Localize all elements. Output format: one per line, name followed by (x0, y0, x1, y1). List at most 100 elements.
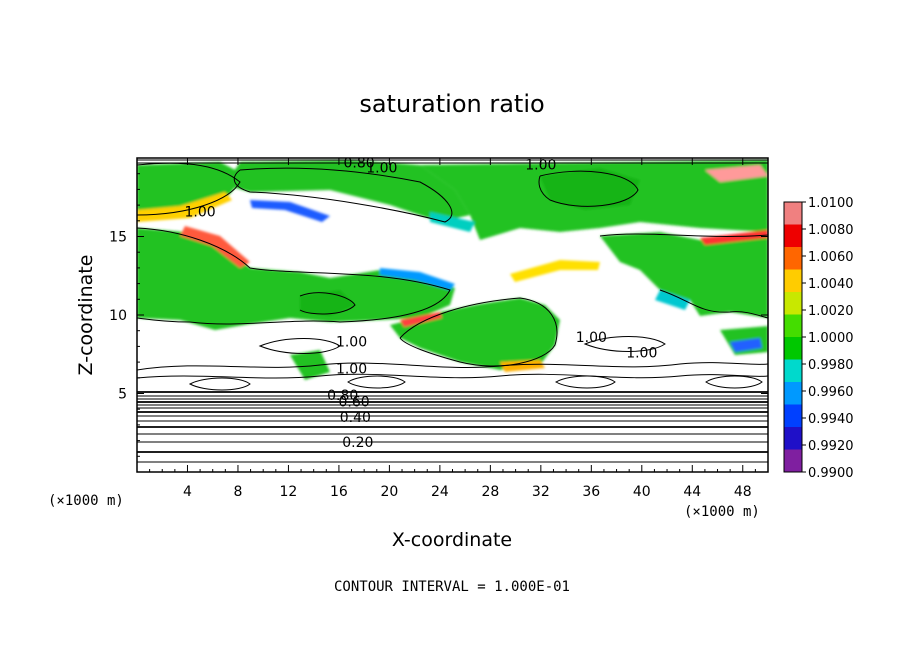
x-tick-label: 40 (633, 484, 651, 500)
contour-wavy-0.9 (137, 362, 768, 371)
colorbar-label: 0.9920 (808, 439, 854, 454)
contour-small-island-a (538, 170, 639, 207)
blob-dark-core-a (540, 168, 640, 210)
colorbar-label: 0.9980 (808, 358, 854, 373)
contour-ring-center-left (347, 375, 406, 389)
contour-stratified-6 (137, 407, 768, 409)
contour-stratified-4 (137, 400, 768, 404)
colorbar-swatch (784, 247, 802, 270)
y-tick-label: 10 (109, 308, 127, 324)
contour-ring-left (188, 377, 251, 391)
contour-ring-right (705, 375, 763, 389)
colorbar-swatch (784, 269, 802, 292)
colorbar-label: 1.0020 (808, 304, 854, 319)
rim-cool-d (655, 290, 690, 310)
contour-lower-center (399, 297, 558, 367)
rim-warm-g (500, 360, 545, 372)
contour-label: 0.80 (344, 156, 375, 172)
contour-wavy-0.8 (137, 373, 768, 379)
contour-right-patch (659, 289, 768, 319)
x-tick-label: 24 (431, 484, 449, 500)
contour-label: 1.00 (366, 160, 397, 176)
contour-stratified-13 (137, 450, 768, 454)
x-unit-left: (×1000 m) (48, 493, 124, 509)
colorbar-label: 0.9960 (808, 385, 854, 400)
contour-stratified-9 (137, 420, 768, 422)
x-tick-label: 48 (734, 484, 752, 500)
colorbar-label: 0.9900 (808, 466, 854, 481)
x-tick-label: 36 (582, 484, 600, 500)
contour-label: 1.00 (525, 157, 556, 173)
contour-mid-right-loop (599, 233, 768, 237)
blob-mid-left (137, 228, 455, 330)
contour-label: 0.20 (342, 435, 373, 451)
contour-stratified-3 (137, 398, 768, 400)
blob-small-mid (290, 350, 330, 380)
colorbar-swatch (784, 382, 802, 405)
blob-small-left (137, 270, 182, 305)
rim-warm-c (700, 230, 768, 245)
contour-loop-mid-b (583, 336, 666, 352)
rim-cool-e (730, 338, 762, 352)
contour-label: 0.40 (340, 410, 371, 426)
x-tick-label: 44 (683, 484, 701, 500)
contour-mid-left-loop (137, 227, 451, 325)
blob-upper-band (225, 160, 470, 222)
contour-ring-center (554, 375, 616, 389)
contour-label: 1.00 (576, 330, 607, 346)
blob-upper-left (137, 162, 245, 217)
contour-label: 1.00 (185, 204, 216, 220)
colorbar-swatch (784, 427, 802, 450)
rim-warm-f (400, 312, 442, 327)
colorbar-swatch (784, 359, 802, 382)
contour-stratified-7 (137, 410, 768, 414)
contour-label: 1.00 (336, 361, 367, 377)
x-axis-label: X-coordinate (392, 529, 512, 551)
y-tick-label: 15 (109, 230, 127, 246)
contour-stratified-5 (137, 404, 768, 406)
contour-label: 1.00 (626, 346, 657, 362)
contour-stratified-8 (137, 415, 768, 417)
contour-upper-left-loop (137, 162, 241, 216)
x-unit-right: (×1000 m) (684, 504, 760, 520)
contour-loop-mid-a (258, 338, 341, 354)
colorbar-label: 1.0100 (808, 196, 854, 211)
x-tick-label: 28 (481, 484, 499, 500)
rim-warm-e (510, 260, 600, 282)
contour-stratified-2 (137, 395, 768, 397)
contour-stratified-11 (137, 433, 768, 435)
plot-area: 0.801.00 1.001.001.00 1.001.001.000.800.60… (137, 156, 768, 472)
rim-cool-c (430, 212, 475, 232)
blob-mid-right (600, 232, 768, 318)
contour-small-island-b (299, 292, 356, 315)
colorbar: 1.0100 1.0080 1.0060 1.0040 1.0020 1.0000 0.99… (783, 196, 854, 481)
colorbar-swatch (784, 202, 802, 225)
contour-stratified-10 (137, 425, 768, 429)
x-tick-label: 8 (233, 484, 242, 500)
x-tick-label: 12 (280, 484, 298, 500)
colorbar-swatch (784, 449, 802, 472)
x-tick-label: 16 (330, 484, 348, 500)
colorbar-label: 1.0040 (808, 277, 854, 292)
x-tick-label: 32 (532, 484, 550, 500)
rim-cool-b (380, 268, 455, 290)
colorbar-label: 0.9940 (808, 412, 854, 427)
colorbar-swatch (784, 292, 802, 315)
rim-warm-b (180, 226, 250, 268)
contour-label: 1.00 (336, 335, 367, 351)
colorbar-label: 1.0060 (808, 250, 854, 265)
y-axis-label: Z-coordinate (75, 255, 97, 376)
saturation-field (137, 160, 768, 380)
contour-stratified-12 (137, 441, 768, 443)
y-tick-label: 5 (118, 387, 127, 403)
colorbar-swatch (784, 224, 802, 247)
colorbar-swatch (784, 404, 802, 427)
contour-label: 0.60 (338, 394, 369, 410)
colorbar-swatch (784, 337, 802, 360)
contour-stratified-1 (137, 390, 768, 394)
contour-upper-wedge (233, 167, 453, 223)
rim-warm-d (705, 165, 768, 182)
x-tick-label: 4 (183, 484, 192, 500)
